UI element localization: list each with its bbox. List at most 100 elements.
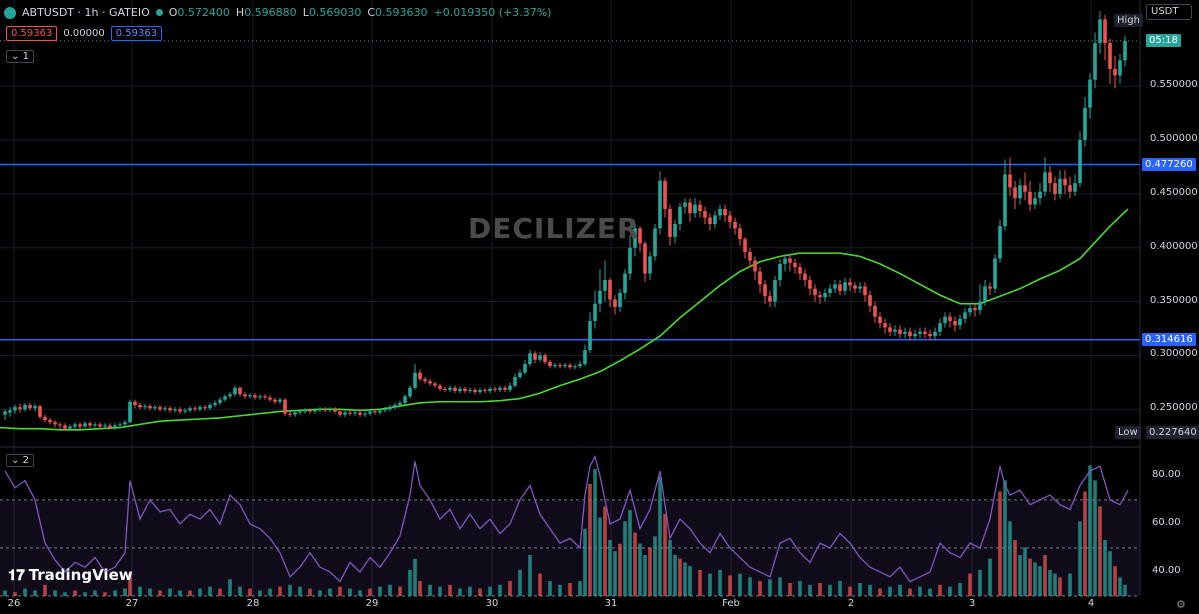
candle-body [448,387,452,390]
candle-body [828,288,832,293]
candle [458,386,462,394]
candle [1108,38,1112,85]
volume-bar [188,590,192,596]
tradingview-text: TradingView [28,566,133,584]
candle [588,312,592,354]
candle [128,399,132,424]
volume-bar [248,588,252,596]
candle-body [843,282,847,291]
candle-body [133,401,137,405]
tradingview-logo[interactable]: 𝟏𝟕 TradingView [8,566,133,584]
tradingview-icon: 𝟏𝟕 [8,566,25,584]
candle-body [78,424,82,427]
pane1-number: 1 [22,51,29,62]
candle [298,409,302,415]
pane1-collapse-button[interactable]: ⌄ 1 [6,50,34,63]
candle [703,206,707,225]
candle-body [318,409,322,411]
candle [628,234,632,281]
candle [688,198,692,222]
candle [848,277,852,291]
volume-bar [1013,540,1017,596]
candle [733,217,737,235]
candle-body [173,409,177,411]
price-tick-label: 0.350000 [1150,294,1198,306]
candle [228,392,232,399]
candle [503,385,507,393]
close-label: C [367,6,376,19]
volume-bar [1118,577,1122,596]
sell-price-button[interactable]: 0.59363 [6,26,58,41]
candle-body [718,208,722,216]
candle-body [88,423,92,426]
candle-body [1118,60,1122,76]
candle [493,386,497,393]
volume-bar [608,540,612,596]
volume-bar [148,588,152,596]
candle [808,275,812,296]
candle [583,344,587,367]
volume-bar [168,588,172,596]
candle [123,420,127,427]
volume-bar [178,590,182,596]
candle-body [518,372,522,377]
candle [98,422,102,429]
candle-body [268,397,272,400]
candle-body [103,425,107,427]
candle [118,422,122,428]
candle-body [628,247,632,274]
candle [378,408,382,415]
candle-body [123,422,127,425]
candle-body [563,365,567,367]
candle [78,422,82,429]
volume-bar [628,510,632,596]
volume-bar [758,581,762,596]
candle-body [703,211,707,218]
candle-body [1078,140,1082,184]
candle-body [613,299,617,307]
candle [743,236,747,259]
candle-body [748,252,752,261]
candle-body [1108,43,1112,69]
volume-bar [13,592,17,596]
candle [248,393,252,399]
time-tick-label: 29 [365,598,379,609]
candle-body [493,388,497,390]
volume-bar [578,581,582,596]
candle [203,404,207,411]
candle-body [1053,183,1057,194]
price-tick-label: 0.400000 [1150,240,1198,252]
candle [108,423,112,430]
candle [933,327,937,341]
candle [3,409,7,421]
candle [273,397,277,404]
volume-bar [128,573,132,596]
candle-body [898,329,902,334]
candle [668,204,672,246]
settings-gear-icon[interactable]: ⚙ [1176,598,1186,611]
symbol-title[interactable]: ABTUSDT · 1h · GATEIO [22,6,150,19]
candle [398,400,402,408]
pane2-collapse-button[interactable]: ⌄ 2 [6,454,34,467]
candle-body [1048,172,1052,184]
candle-body [903,331,907,334]
candle [413,364,417,390]
candle [973,303,977,317]
candle [823,288,827,302]
buy-price-button[interactable]: 0.59363 [110,26,163,41]
candle [788,255,792,272]
candle-body [938,323,942,332]
candle-body [1003,174,1007,227]
candle-body [648,256,652,274]
candle-body [958,318,962,326]
volume-bar [388,584,392,596]
candle [958,314,962,330]
candle-body [313,410,317,412]
spread-value: 0.00000 [63,28,105,39]
volume-bar [938,584,942,596]
candle [383,407,387,413]
currency-select[interactable]: USDT [1146,4,1192,20]
volume-bar [198,588,202,596]
volume-bar [428,584,432,596]
